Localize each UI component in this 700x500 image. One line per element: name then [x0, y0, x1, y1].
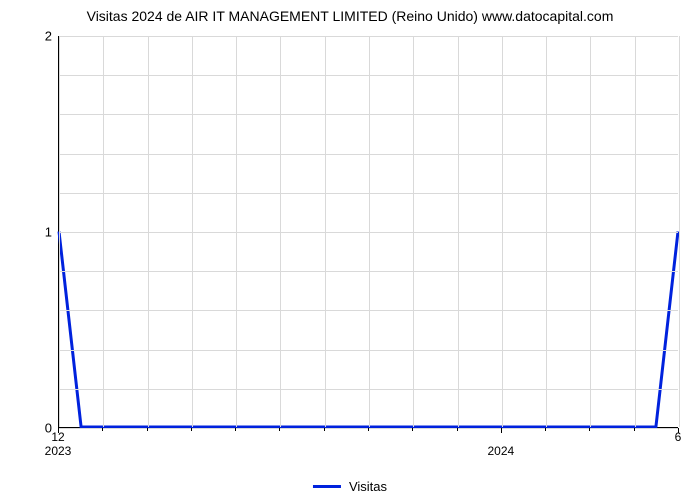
plot-area [58, 36, 678, 428]
grid-line-vertical [369, 36, 370, 427]
grid-line-vertical [635, 36, 636, 427]
x-tick-label: 12 [51, 430, 64, 444]
grid-line-vertical [103, 36, 104, 427]
grid-line-vertical [502, 36, 503, 427]
grid-line-vertical [325, 36, 326, 427]
legend-swatch [313, 485, 341, 488]
x-minor-tick [589, 428, 590, 431]
x-tick-year: 2023 [45, 444, 72, 458]
legend: Visitas [313, 479, 387, 494]
x-minor-tick [235, 428, 236, 431]
grid-line-vertical [236, 36, 237, 427]
grid-line-vertical [280, 36, 281, 427]
grid-line-vertical [413, 36, 414, 427]
y-tick-label: 1 [12, 225, 52, 240]
grid-line-vertical [458, 36, 459, 427]
x-minor-tick [279, 428, 280, 431]
x-tick-mark [501, 428, 502, 433]
grid-line-vertical [59, 36, 60, 427]
grid-line-vertical [192, 36, 193, 427]
x-minor-tick [102, 428, 103, 431]
x-minor-tick [368, 428, 369, 431]
legend-label: Visitas [349, 479, 387, 494]
grid-line-vertical [546, 36, 547, 427]
x-minor-tick [191, 428, 192, 431]
y-tick-label: 2 [12, 29, 52, 44]
chart-title: Visitas 2024 de AIR IT MANAGEMENT LIMITE… [0, 8, 700, 24]
chart-container: Visitas 2024 de AIR IT MANAGEMENT LIMITE… [0, 8, 700, 468]
grid-line-vertical [679, 36, 680, 427]
x-minor-tick [324, 428, 325, 431]
x-minor-tick [545, 428, 546, 431]
grid-line-vertical [590, 36, 591, 427]
x-minor-tick [412, 428, 413, 431]
x-minor-tick [634, 428, 635, 431]
x-tick-year: 2024 [487, 444, 514, 458]
y-tick-label: 0 [12, 421, 52, 436]
grid-line-vertical [148, 36, 149, 427]
x-minor-tick [147, 428, 148, 431]
x-minor-tick [457, 428, 458, 431]
x-tick-label: 6 [675, 430, 682, 444]
